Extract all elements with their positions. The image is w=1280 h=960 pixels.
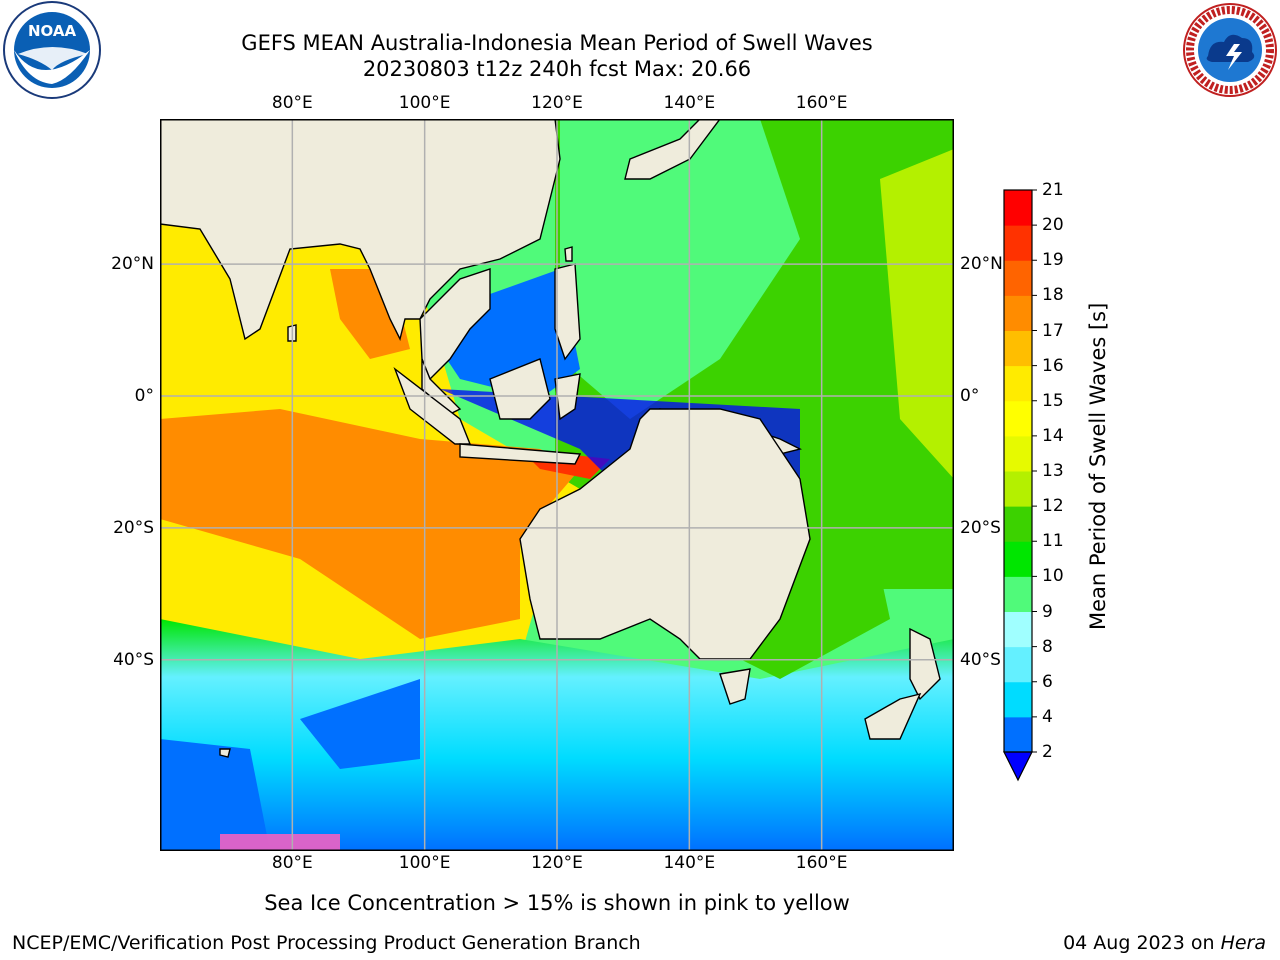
southern-ocean-deep [300,679,420,769]
colorbar-segment [1004,506,1032,542]
colorbar-segment [1004,471,1032,507]
colorbar-tick-label: 15 [1042,390,1064,411]
colorbar-segment [1004,646,1032,683]
colorbar-segment [1004,576,1032,612]
colorbar-title: Mean Period of Swell Waves [s] [1086,302,1110,630]
lon-tick-label-bottom: 120°E [531,853,583,873]
colorbar-tick-label: 17 [1042,320,1064,341]
colorbar-segment [1004,365,1032,402]
malay-peninsula [421,358,462,415]
australia [519,408,811,660]
colorbar-segment [1004,611,1032,648]
colorbar-tick-label: 21 [1042,180,1064,200]
lat-tick-label-left: 20°N [111,254,154,275]
lat-tick-label-right: 40°S [960,649,1001,670]
colorbar-tick-label: 20 [1042,215,1064,236]
colorbar-segment [1004,295,1032,331]
philippines [554,263,581,361]
japan [624,119,721,180]
colorbar-tick-label: 12 [1042,496,1064,517]
colorbar-segment [1004,225,1032,261]
lon-tick-label-top: 100°E [398,93,451,113]
chart-title: GEFS MEAN Australia-Indonesia Mean Perio… [241,31,873,55]
colorbar-tick-label: 10 [1042,566,1064,587]
machine-name: Hera [1220,932,1266,954]
new-zealand-south [864,692,922,740]
lon-tick-label-bottom: 100°E [398,853,451,873]
colorbar-segment [1004,435,1032,472]
colorbar-segment [1004,716,1032,753]
colorbar-segment [1004,190,1032,226]
lon-tick-label-top: 120°E [531,93,583,113]
lat-tick-label-left: 0° [134,385,154,406]
pacific-light-region [560,119,800,419]
lon-tick-label-top: 80°E [271,93,313,113]
lat-tick-label-left: 20°S [113,517,154,538]
colorbar-tick-label: 14 [1042,425,1064,446]
credit-text: NCEP/EMC/Verification Post Processing Pr… [12,932,641,954]
colorbar-segment [1004,681,1032,718]
colorbar-segment [1004,400,1032,437]
colorbar-tick-label: 6 [1042,671,1053,692]
colorbar-tick-label: 16 [1042,355,1064,376]
lon-tick-label-bottom: 160°E [795,853,848,873]
indian-ocean-orange [160,409,580,639]
colorbar-tick-label: 13 [1042,461,1064,481]
sea-ice-note: Sea Ice Concentration > 15% is shown in … [264,891,850,915]
nws-logo [1183,3,1277,97]
asia-mainland [160,119,561,342]
chart-subtitle: 20230803 t12z 240h fcst Max: 20.66 [362,57,752,81]
sea-ice-strip [220,834,340,851]
date-text: 04 Aug 2023 on [1063,932,1221,954]
borneo [489,358,551,420]
colorbar-tick-label: 18 [1042,285,1064,306]
colorbar-tick-label: 8 [1042,636,1053,657]
date-stamp: 04 Aug 2023 on Hera [1063,932,1266,954]
lon-tick-label-top: 160°E [795,93,848,113]
colorbar-tick-label: 2 [1042,742,1053,762]
taiwan [564,246,573,262]
lat-tick-label-right: 20°S [960,517,1001,538]
swell-period-map [160,119,954,851]
graticule [160,119,954,851]
colorbar-tick-label: 11 [1042,531,1064,552]
southern-ocean-deep-2 [160,739,270,851]
lat-tick-label-left: 40°S [113,649,154,670]
lon-tick-label-bottom: 80°E [271,853,313,873]
colorbar-tick-label: 9 [1042,601,1053,622]
kerguelen [219,748,231,758]
tasmania [719,668,751,705]
map-frame [160,119,954,851]
lat-tick-label-right: 20°N [960,254,1003,275]
noaa-logo: NOAA [3,1,101,99]
colorbar-segment [1004,330,1032,367]
lon-tick-label-top: 140°E [663,93,716,113]
lon-tick-label-bottom: 140°E [663,853,716,873]
colorbar [1003,189,1037,782]
colorbar-segment [1004,260,1032,296]
colorbar-extend-triangle [1003,751,1033,782]
lat-tick-label-right: 0° [960,385,980,406]
colorbar-tick-label: 4 [1042,706,1053,727]
colorbar-segment [1004,541,1032,577]
colorbar-tick-label: 19 [1042,250,1064,271]
new-zealand-north [909,627,941,701]
landmasses [160,119,941,758]
noaa-text: NOAA [28,22,77,40]
java [459,443,582,465]
